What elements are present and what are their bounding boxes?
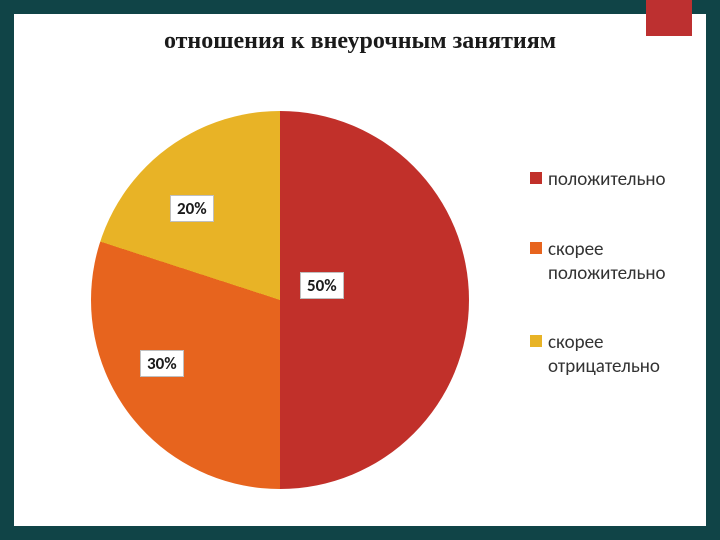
chart-title: отношения к внеурочным занятиям — [0, 28, 720, 55]
legend-label: скорееотрицательно — [548, 331, 660, 379]
pie-data-label: 20% — [170, 195, 214, 222]
slide: отношения к внеурочным занятиям положите… — [0, 0, 720, 540]
legend-swatch — [530, 335, 542, 347]
legend-swatch — [530, 242, 542, 254]
pie-data-label: 30% — [140, 350, 184, 377]
legend: положительно скорееположительно скорееотри… — [530, 168, 666, 379]
legend-item: положительно — [530, 168, 666, 192]
legend-label: скорееположительно — [548, 238, 666, 286]
legend-swatch — [530, 172, 542, 184]
legend-item: скорееположительно — [530, 238, 666, 286]
pie-data-label: 50% — [300, 272, 344, 299]
pie-chart — [91, 111, 469, 489]
legend-label: положительно — [548, 168, 666, 192]
pie-body — [91, 111, 469, 489]
legend-item: скорееотрицательно — [530, 331, 666, 379]
